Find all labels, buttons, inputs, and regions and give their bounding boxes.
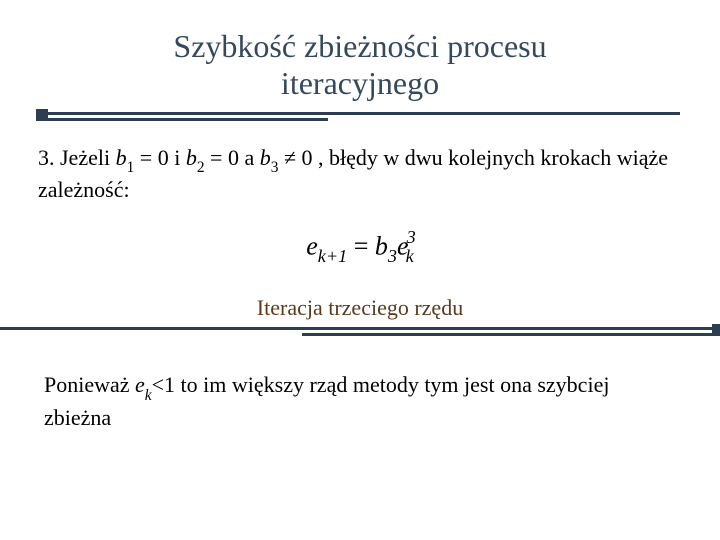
title-line-1: Szybkość zbieżności procesu — [173, 28, 546, 64]
iteration-order-label: Iteracja trzeciego rzędu — [0, 295, 720, 335]
sub-2: 2 — [197, 159, 205, 176]
text: Ponieważ — [44, 372, 135, 397]
var-b1: b — [116, 145, 127, 170]
equals: = — [347, 231, 375, 260]
sub-1: 1 — [127, 159, 135, 176]
paragraph-conclusion: Ponieważ ek<1 to im większy rząd metody … — [0, 335, 720, 432]
sub-3: 3 — [271, 159, 279, 176]
sub-3f: 3 — [388, 246, 397, 266]
sub-k2: k — [145, 387, 152, 404]
text: a — [244, 145, 259, 170]
text: 3. Jeżeli — [38, 145, 116, 170]
label-text: Iteracja trzeciego rzędu — [257, 295, 463, 320]
title-rule — [0, 112, 720, 120]
label-rule — [0, 327, 720, 335]
text: = 0 — [205, 145, 245, 170]
title-line-2: iteracyjnego — [281, 65, 439, 101]
rule-line-short — [302, 333, 720, 336]
slide-title-area: Szybkość zbieżności procesu iteracyjnego — [0, 0, 720, 102]
rule-square-icon — [712, 324, 720, 336]
rule-bottom — [0, 327, 720, 335]
text: i — [174, 145, 186, 170]
sub-k1: k+1 — [318, 246, 347, 266]
rule-line — [40, 112, 680, 115]
rule-top — [40, 112, 680, 120]
var-b3: b — [260, 145, 271, 170]
slide-title: Szybkość zbieżności procesu iteracyjnego — [173, 28, 546, 102]
var-e: e — [306, 231, 318, 260]
rule-line — [0, 327, 720, 330]
var-ek: e — [135, 372, 145, 397]
text: ≠ 0 — [278, 145, 318, 170]
text: = 0 — [134, 145, 174, 170]
formula: ek+1 = b3e3k — [0, 229, 720, 266]
paragraph-condition: 3. Jeżeli b1 = 0 i b2 = 0 a b3 ≠ 0 , błę… — [0, 120, 720, 205]
sup-3: 3 — [407, 227, 416, 247]
var-b: b — [375, 231, 388, 260]
sub-k: k — [406, 246, 414, 266]
var-b2: b — [186, 145, 197, 170]
rule-line-short — [40, 118, 328, 121]
